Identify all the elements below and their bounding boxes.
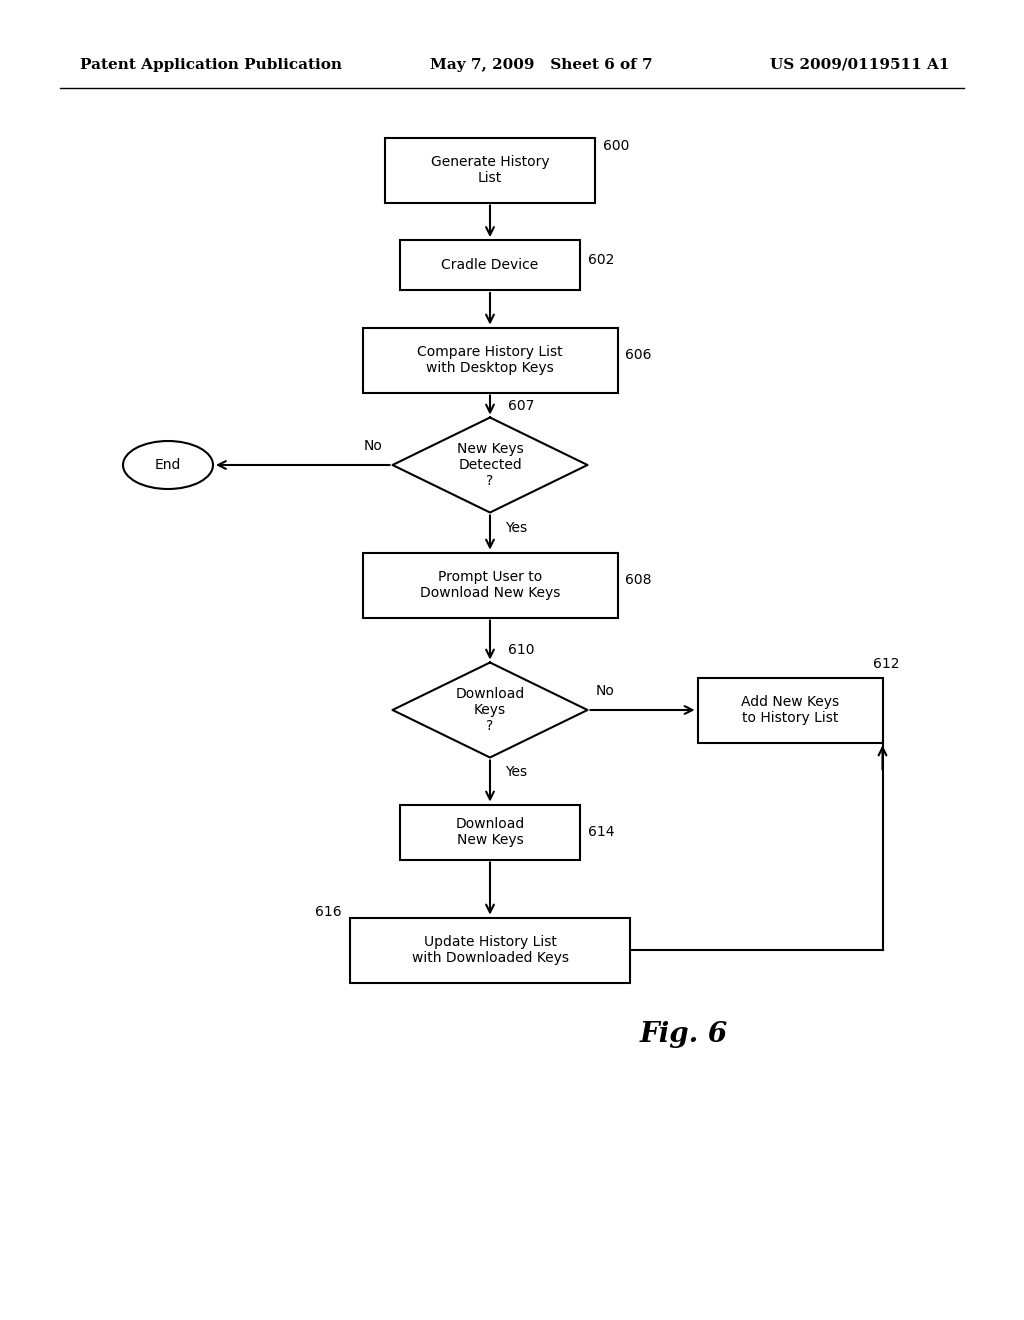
FancyBboxPatch shape — [400, 804, 580, 859]
Text: 608: 608 — [626, 573, 652, 587]
Text: New Keys
Detected
?: New Keys Detected ? — [457, 442, 523, 488]
Text: Yes: Yes — [505, 766, 527, 780]
Text: 612: 612 — [872, 656, 899, 671]
FancyBboxPatch shape — [400, 240, 580, 290]
FancyBboxPatch shape — [362, 553, 617, 618]
FancyBboxPatch shape — [350, 917, 630, 982]
FancyBboxPatch shape — [385, 137, 595, 202]
Text: Update History List
with Downloaded Keys: Update History List with Downloaded Keys — [412, 935, 568, 965]
Text: May 7, 2009   Sheet 6 of 7: May 7, 2009 Sheet 6 of 7 — [430, 58, 652, 73]
FancyBboxPatch shape — [362, 327, 617, 392]
Text: 607: 607 — [508, 399, 535, 412]
Text: Fig. 6: Fig. 6 — [640, 1022, 728, 1048]
Text: Add New Keys
to History List: Add New Keys to History List — [741, 694, 839, 725]
Text: Patent Application Publication: Patent Application Publication — [80, 58, 342, 73]
Text: Download
Keys
?: Download Keys ? — [456, 686, 524, 733]
Text: 600: 600 — [603, 139, 630, 153]
Text: 610: 610 — [508, 644, 535, 657]
Text: No: No — [596, 684, 614, 698]
Polygon shape — [392, 663, 588, 758]
Text: Compare History List
with Desktop Keys: Compare History List with Desktop Keys — [417, 345, 563, 375]
FancyBboxPatch shape — [697, 677, 883, 742]
Text: 616: 616 — [315, 906, 342, 920]
Ellipse shape — [123, 441, 213, 488]
Polygon shape — [392, 417, 588, 512]
Text: Cradle Device: Cradle Device — [441, 257, 539, 272]
Text: Generate History
List: Generate History List — [431, 154, 549, 185]
Text: US 2009/0119511 A1: US 2009/0119511 A1 — [770, 58, 949, 73]
Text: 602: 602 — [588, 253, 614, 267]
Text: 614: 614 — [588, 825, 614, 840]
Text: Yes: Yes — [505, 520, 527, 535]
Text: 606: 606 — [626, 348, 652, 362]
Text: Download
New Keys: Download New Keys — [456, 817, 524, 847]
Text: End: End — [155, 458, 181, 473]
Text: Prompt User to
Download New Keys: Prompt User to Download New Keys — [420, 570, 560, 601]
Text: No: No — [364, 440, 383, 453]
